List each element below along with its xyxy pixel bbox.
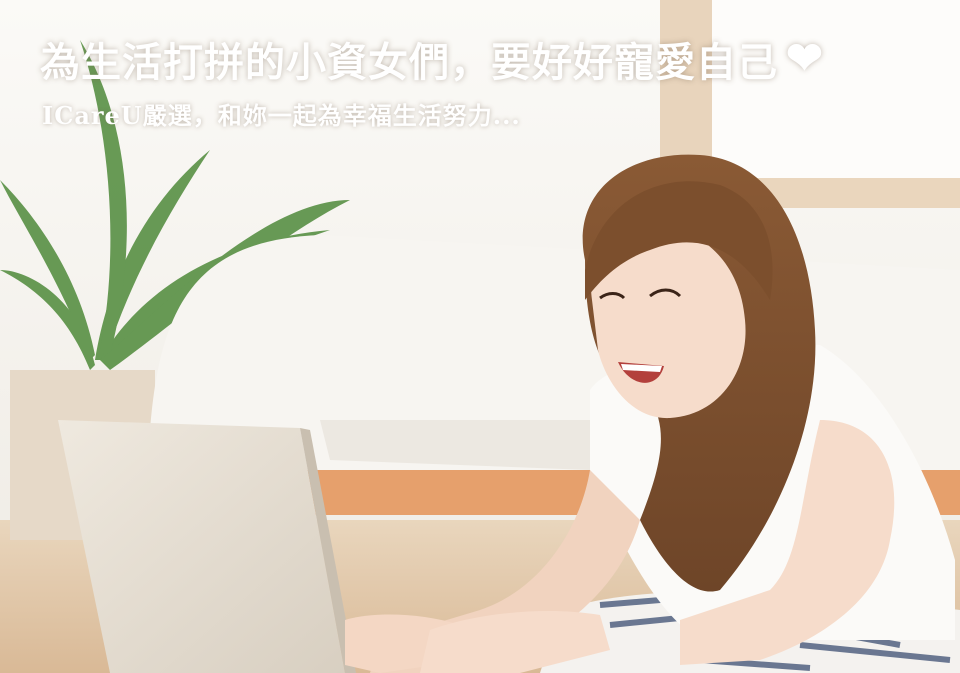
- eye-right: [649, 288, 682, 298]
- window-frame: [660, 0, 712, 160]
- hand-right: [420, 610, 610, 673]
- arm-right: [680, 420, 895, 665]
- banner-headline: 為生活打拼的小資女們，要好好寵愛自己 ❤: [40, 30, 824, 88]
- banner-subline: ICareU嚴選，和妳一起為幸福生活努力...: [42, 101, 521, 130]
- plant: [0, 40, 350, 370]
- teeth: [621, 364, 662, 372]
- laptop-edge: [300, 428, 356, 673]
- headline-text: 為生活打拼的小資女們，要好好寵愛自己: [40, 39, 778, 86]
- bangs: [585, 181, 773, 300]
- eye-left: [599, 292, 626, 300]
- bed-covers-shade: [320, 420, 600, 470]
- heart-icon: ❤: [786, 33, 824, 84]
- laptop-lid: [58, 420, 345, 673]
- window-pane: [712, 0, 960, 190]
